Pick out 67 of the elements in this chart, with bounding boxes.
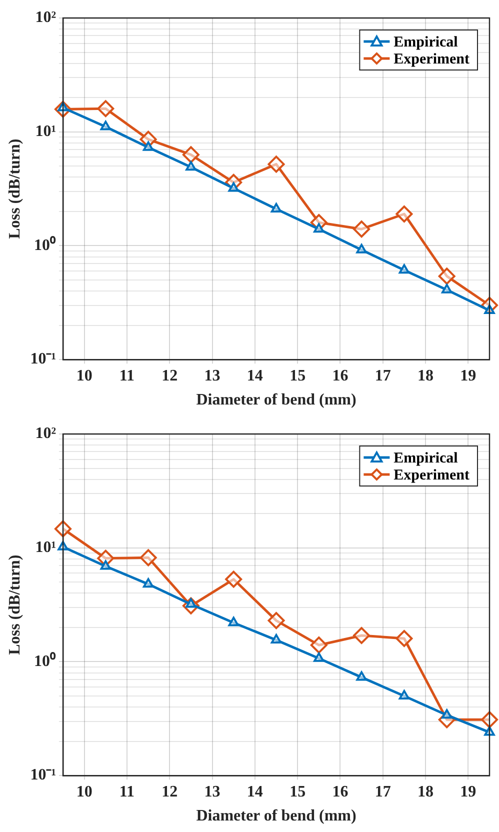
point [356,244,367,254]
x-tick-label: 11 [119,783,135,800]
y-axis-title: Loss (dB/turn) [6,138,24,239]
x-axis-title: Diameter of bend (mm) [196,808,356,825]
x-tick-label: 17 [374,367,391,384]
point [142,141,154,151]
y-axis-title: Loss (dB/turn) [6,554,24,655]
point [228,616,239,626]
x-tick-label: 10 [76,783,92,800]
x-tick-label: 15 [290,783,306,800]
x-tick-label: 15 [290,367,306,384]
y-tick-label: 10⁰ [34,236,56,254]
x-tick-label: 12 [162,367,178,384]
y-tick-label: 10¹ [35,539,56,556]
point [481,711,498,728]
point [438,268,456,285]
x-tick-label: 16 [332,367,348,384]
y-tick-label: 10⁻¹ [30,766,56,784]
point [353,220,370,238]
legend-label: Experiment [394,51,470,68]
point [310,636,328,654]
point [396,205,413,222]
point [484,726,495,736]
x-tick-label: 19 [460,367,476,384]
point [186,161,196,171]
point [314,652,324,662]
x-tick-label: 11 [119,367,135,384]
legend-label: Empirical [394,34,458,50]
point [100,120,111,130]
point [398,690,410,700]
point [396,630,413,647]
point [314,223,324,233]
y-tick-label: 10² [35,9,56,26]
x-tick-label: 14 [246,783,263,800]
x-tick-label: 18 [418,783,434,800]
legend-label: Empirical [394,450,458,466]
point [442,709,452,719]
y-tick-label: 10² [35,425,56,442]
point [97,100,114,118]
x-tick-label: 18 [418,367,434,384]
legend-label: Experiment [394,467,470,484]
point [268,156,285,173]
point [442,284,452,294]
y-tick-label: 10¹ [35,123,56,140]
x-tick-label: 13 [204,367,220,384]
x-tick-label: 17 [374,783,391,800]
x-tick-label: 12 [162,783,178,800]
point [353,626,370,644]
point [100,560,111,570]
x-tick-label: 14 [246,367,263,384]
y-tick-label: 10⁰ [34,652,56,670]
x-tick-label: 19 [460,783,476,800]
point [268,612,285,630]
point [140,549,157,566]
x-tick-label: 10 [76,367,92,384]
x-tick-label: 13 [204,783,220,800]
y-tick-label: 10⁻¹ [30,350,56,368]
point [182,146,200,164]
point [142,578,154,588]
point [398,264,410,274]
point [270,203,282,213]
x-axis-title: Diameter of bend (mm) [196,392,356,409]
point [225,570,242,588]
point [54,520,72,538]
x-tick-label: 16 [332,783,348,800]
point [356,671,367,681]
point [270,634,282,644]
